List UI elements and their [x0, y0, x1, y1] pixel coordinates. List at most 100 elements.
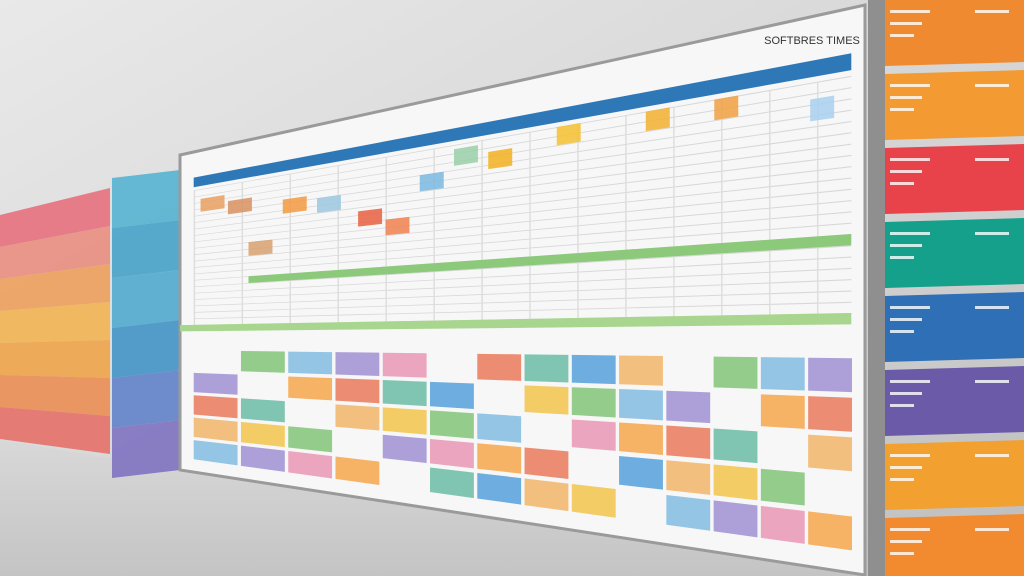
grid-col [289, 173, 291, 327]
schedule-cell [335, 456, 380, 485]
grid-row [193, 290, 852, 313]
card-text-line [890, 108, 914, 111]
card [885, 0, 1024, 66]
card-text-line [890, 256, 914, 259]
schedule-cell [713, 500, 758, 538]
schedule-cell [713, 464, 758, 501]
grid-col [193, 190, 196, 329]
schedule-cell [619, 388, 663, 421]
schedule-cell [619, 455, 663, 490]
card-text-line [890, 158, 930, 161]
chart-mark [317, 194, 341, 213]
chart-mark [645, 107, 670, 132]
schedule-cell [808, 511, 852, 551]
card-text-line [890, 466, 922, 469]
card-text-line [890, 392, 922, 395]
grid-row [193, 166, 852, 243]
chart-mark [200, 194, 225, 212]
card [885, 144, 1024, 214]
green-bar [180, 313, 852, 332]
schedule-cell [382, 434, 427, 464]
schedule-cell [571, 419, 616, 451]
schedule-cell [808, 434, 852, 472]
card-text-line [890, 528, 930, 531]
card-text-line [890, 404, 914, 407]
stripe [0, 264, 110, 311]
grid-col [433, 148, 435, 325]
chart-mark [248, 239, 273, 256]
card-text-line [890, 454, 930, 457]
chart-mark [488, 148, 513, 170]
grid-row [193, 267, 852, 300]
schedule-cell [524, 354, 569, 383]
chart-mark [454, 145, 478, 166]
card-text-line [975, 306, 1009, 309]
board [178, 3, 867, 576]
schedule-cell [288, 351, 333, 375]
grid-row [193, 222, 852, 275]
card-text-line [975, 454, 1009, 457]
board-title: SOFTBRES TIMES [764, 35, 860, 47]
card-text-line [890, 478, 914, 481]
card [885, 514, 1024, 576]
schedule-cell [808, 396, 852, 432]
grid-row [193, 143, 852, 230]
grid-row [193, 279, 852, 307]
card-text-line [890, 552, 914, 555]
schedule-cell [335, 378, 380, 404]
grid-col [625, 114, 627, 322]
schedule-cell [382, 407, 427, 435]
blue-strip [112, 370, 180, 428]
schedule-cell [240, 421, 285, 448]
schedule-cell [760, 468, 805, 506]
card-text-line [890, 540, 922, 543]
card-text-line [890, 10, 930, 13]
grid-row [193, 301, 852, 320]
schedule-cell [666, 425, 711, 460]
card [885, 70, 1024, 140]
schedule-cell [571, 483, 616, 518]
grid-col [769, 89, 771, 320]
schedule-cell [571, 387, 616, 418]
schedule-cell [760, 505, 805, 544]
schedule-cell [193, 372, 238, 395]
schedule-cell [335, 352, 380, 377]
schedule-cell [760, 357, 805, 391]
card-text-line [890, 84, 930, 87]
green-bar [248, 233, 852, 284]
chart-mark [385, 216, 410, 236]
card [885, 218, 1024, 288]
schedule-cell [193, 417, 238, 442]
card-text-line [890, 318, 922, 321]
grid-row [193, 98, 852, 204]
schedule-cell [477, 353, 522, 381]
card [885, 440, 1024, 510]
card-text-line [975, 380, 1009, 383]
card-text-line [890, 170, 922, 173]
schedule-cell [193, 440, 238, 466]
chart-mark [282, 196, 307, 214]
schedule-cell [619, 355, 663, 386]
grid-row [193, 120, 852, 217]
chart-mark [227, 197, 252, 215]
schedule-cell [288, 426, 333, 453]
schedule-cell [666, 494, 711, 531]
floor [0, 440, 865, 576]
schedule-cell [477, 473, 522, 505]
card-text-line [975, 528, 1009, 531]
grid-row [193, 109, 852, 211]
blue-strip [112, 270, 180, 328]
grid-col [241, 181, 244, 328]
chart-mark [556, 122, 581, 146]
grid-row [193, 200, 852, 262]
header-bar [193, 53, 852, 188]
schedule-cell [430, 467, 474, 499]
grid-row [193, 188, 852, 256]
grid-col [577, 123, 579, 323]
chart-mark [714, 95, 739, 121]
stripe [0, 302, 110, 343]
chart-mark [358, 208, 383, 227]
blue-strip [112, 170, 180, 228]
grid-row [193, 132, 852, 224]
cards [885, 0, 1024, 576]
